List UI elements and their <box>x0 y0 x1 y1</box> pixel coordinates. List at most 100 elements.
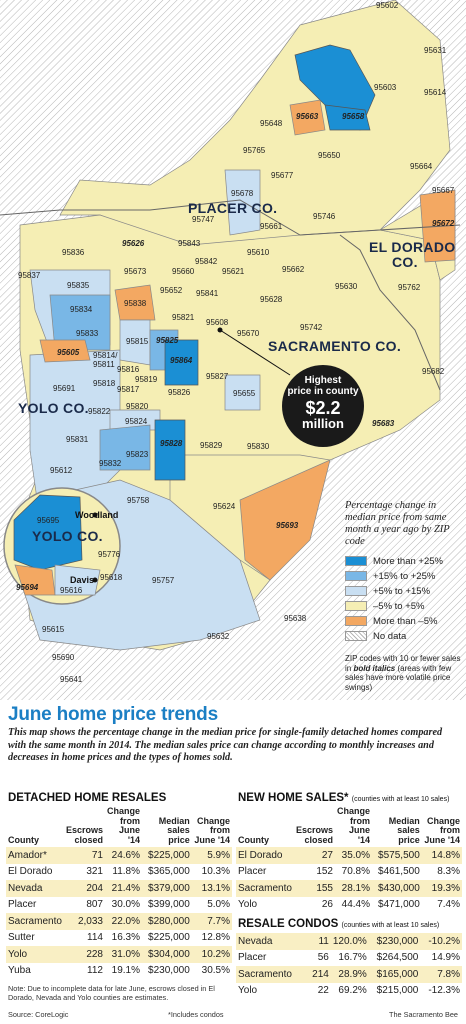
callout-pointer <box>219 329 291 376</box>
zip-label: 95614 <box>424 88 447 97</box>
city-label-davis: Davis <box>70 575 95 585</box>
cell: 19.3% <box>421 880 462 897</box>
cell: 35.0% <box>335 847 373 864</box>
zip-95678-region <box>224 169 261 236</box>
cell: 8.3% <box>437 866 460 878</box>
highest-price-callout: Highest price in county $2.2 million <box>282 365 364 447</box>
cell: 11 <box>293 933 331 950</box>
zip-label: 95667 <box>432 186 455 195</box>
cell: 71 <box>63 847 105 864</box>
legend-swatch <box>345 571 367 581</box>
zip-label: 95821 <box>172 313 195 322</box>
zip-label: 95817 <box>117 385 140 394</box>
zip-label: 95658 <box>342 112 365 121</box>
zip-label: 95820 <box>126 402 149 411</box>
table-row: Amador* 71 24.6% $225,000 5.9% <box>6 847 232 864</box>
col-header: Escrows closed <box>295 825 333 845</box>
zip-label: 95742 <box>300 323 323 332</box>
zip-label: 95828 <box>160 439 183 448</box>
zip-label: 95758 <box>127 496 150 505</box>
table-row: Placer 152 70.8% $461,500 8.3% <box>236 864 462 881</box>
zip-label: 95830 <box>247 442 270 451</box>
zip-label: 95757 <box>152 576 175 585</box>
zip-label: 95632 <box>207 632 230 641</box>
zip-label: 95652 <box>160 286 183 295</box>
cell: 30.5% <box>201 965 230 977</box>
table-row: Yolo 228 31.0% $304,000 10.2% <box>6 946 232 963</box>
col-header: Change from June '14 <box>194 815 230 845</box>
col-header: Escrows closed <box>65 825 103 845</box>
cell: 44.4% <box>341 899 371 911</box>
zip-label: 95664 <box>410 162 433 171</box>
headline: June home price trends <box>8 704 218 725</box>
county-label-el-dorado-co: CO. <box>392 254 418 270</box>
zip-label: 95618 <box>100 573 123 582</box>
condos-table-title: RESALE CONDOS (counties with at least 10… <box>238 918 439 930</box>
zip-label: 95843 <box>178 239 201 248</box>
legend-item: More than –5% <box>345 614 463 628</box>
county-line-north <box>0 199 461 236</box>
detached-table: County Escrows closed Change from June '… <box>6 806 232 979</box>
zip-95828-region <box>154 419 186 481</box>
zip-label: 95648 <box>260 119 283 128</box>
county-line-east <box>339 234 441 391</box>
woodland-dot <box>92 512 98 518</box>
table-row: Sacramento 2,033 22.0% $280,000 7.7% <box>6 913 232 930</box>
cell: $575,500 <box>372 847 422 864</box>
cell: $471,000 <box>378 899 420 911</box>
zip-label: 95660 <box>172 267 195 276</box>
legend-label: –5% to +5% <box>373 600 425 612</box>
city-label-woodland: Woodland <box>75 510 119 520</box>
legend-swatch <box>345 616 367 626</box>
zip-95616-inset-region <box>54 564 101 596</box>
cell-county: Placer <box>8 899 37 911</box>
zip-label: 95835 <box>67 281 90 290</box>
zip-label: 95762 <box>398 283 421 292</box>
new-home-title-text: NEW HOME SALES* <box>238 792 349 804</box>
zip-label: 95823 <box>126 450 149 459</box>
cell: 16.3% <box>111 932 141 944</box>
col-header: Change from June '14 <box>337 806 371 845</box>
zip-95864-region <box>164 339 199 386</box>
zip-label: 95641 <box>60 675 83 684</box>
cell: 7.8% <box>420 966 462 983</box>
zip-95693-region <box>239 459 331 581</box>
cell: $461,500 <box>378 866 420 878</box>
zip-label: 95690 <box>52 653 75 662</box>
legend-label: More than +25% <box>373 555 443 567</box>
legend-label: No data <box>373 630 407 642</box>
zip-label: 95655 <box>233 389 256 398</box>
cell: $230,000 <box>148 965 190 977</box>
zip-label: 95841 <box>196 289 219 298</box>
zip-label: 95837 <box>18 271 41 280</box>
zip-95658-region <box>324 104 371 131</box>
county-label-placer: PLACER CO. <box>188 200 278 216</box>
cell: 10.3% <box>201 866 230 878</box>
condos-subtitle: (counties with at least 10 sales) <box>341 922 440 929</box>
cell-county: Placer <box>238 866 267 878</box>
zip-label: 95631 <box>424 46 447 55</box>
legend-title: Percentage change in median price from s… <box>345 500 450 547</box>
cell: $165,000 <box>368 966 421 983</box>
zip-label: 95673 <box>124 267 147 276</box>
zip-label: 95638 <box>284 614 307 623</box>
zip-label: 95608 <box>206 318 229 327</box>
cell-county: El Dorado <box>236 847 294 864</box>
legend-item: –5% to +5% <box>345 599 463 613</box>
zip-label: 95832 <box>99 459 122 468</box>
cell: 56 <box>317 952 329 964</box>
col-header: County <box>238 834 269 845</box>
legend-swatch <box>345 556 367 566</box>
cell: 5.9% <box>191 847 232 864</box>
cell: 228 <box>63 946 105 963</box>
zip-95605-region <box>39 339 91 363</box>
col-header: Median sales price <box>158 815 190 845</box>
county-label-el-dorado: EL DORADO <box>369 239 456 255</box>
cell: $379,000 <box>142 880 192 897</box>
cell-county: Amador* <box>6 847 64 864</box>
zip-label: 95776 <box>98 550 121 559</box>
legend-swatch <box>345 601 367 611</box>
callout-unit: million <box>302 416 344 431</box>
cell: 120.0% <box>330 933 369 950</box>
table-row: Nevada 204 21.4% $379,000 13.1% <box>6 880 232 897</box>
